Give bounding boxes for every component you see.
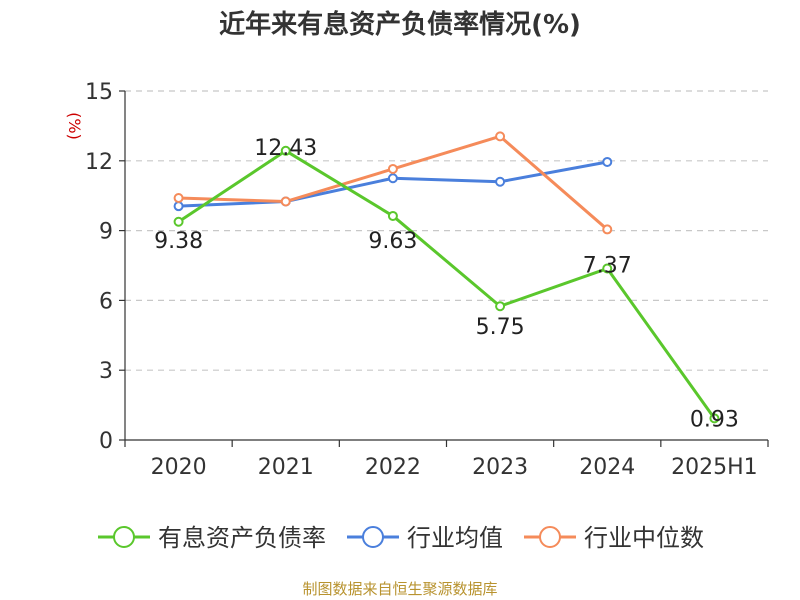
data-label: 12.43 xyxy=(254,136,317,161)
data-point xyxy=(495,176,506,187)
series-line xyxy=(177,149,716,420)
data-label: 9.63 xyxy=(368,229,417,254)
legend-marker xyxy=(362,526,384,548)
source-note: 制图数据来自恒生聚源数据库 xyxy=(302,580,498,598)
legend-marker xyxy=(539,526,561,548)
y-tick-label: 6 xyxy=(99,289,113,314)
data-point xyxy=(387,163,398,174)
data-label: 0.93 xyxy=(690,407,739,432)
data-point xyxy=(602,263,613,274)
data-point xyxy=(280,145,291,156)
data-point xyxy=(280,196,291,207)
legend-label: 行业中位数 xyxy=(584,524,704,552)
y-tick-label: 9 xyxy=(99,220,113,245)
data-point xyxy=(173,193,184,204)
x-tick-label: 2025H1 xyxy=(671,455,758,480)
legend-label: 行业均值 xyxy=(407,524,503,552)
data-label: 7.37 xyxy=(583,254,632,279)
data-point xyxy=(495,131,506,142)
data-point xyxy=(709,413,720,424)
x-tick-label: 2021 xyxy=(258,455,314,480)
data-point xyxy=(495,301,506,312)
y-tick-label: 15 xyxy=(85,80,113,105)
data-point xyxy=(173,201,184,212)
data-point xyxy=(602,156,613,167)
x-tick-label: 2022 xyxy=(365,455,421,480)
data-point xyxy=(387,173,398,184)
x-tick-label: 2024 xyxy=(579,455,635,480)
y-tick-label: 3 xyxy=(99,359,113,384)
data-point xyxy=(602,224,613,235)
legend-label: 有息资产负债率 xyxy=(158,524,326,552)
data-label: 9.38 xyxy=(154,229,203,254)
data-label: 5.75 xyxy=(476,315,525,340)
chart-title: 近年来有息资产负债率情况(%) xyxy=(219,10,581,40)
y-tick-label: 12 xyxy=(85,150,113,175)
x-tick-label: 2020 xyxy=(151,455,207,480)
y-tick-label: 0 xyxy=(99,429,113,454)
y-axis-label: (%) xyxy=(65,112,84,140)
data-point xyxy=(173,216,184,227)
data-point xyxy=(387,210,398,221)
legend-marker xyxy=(113,526,135,548)
x-tick-label: 2023 xyxy=(472,455,528,480)
